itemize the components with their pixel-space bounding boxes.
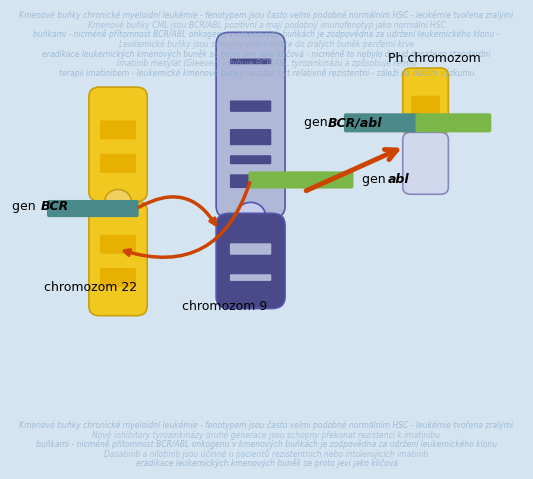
FancyBboxPatch shape: [89, 201, 147, 316]
Circle shape: [236, 202, 265, 229]
FancyBboxPatch shape: [248, 171, 353, 189]
Text: terapií imatinibem - leukemické kmenové buňky se zdají být relativně rezistentní: terapií imatinibem - leukemické kmenové …: [59, 68, 474, 78]
FancyBboxPatch shape: [100, 235, 136, 254]
Text: abl: abl: [387, 173, 409, 186]
Circle shape: [105, 190, 131, 213]
Text: BCR: BCR: [41, 200, 69, 213]
FancyBboxPatch shape: [216, 33, 285, 218]
FancyBboxPatch shape: [100, 268, 136, 287]
FancyBboxPatch shape: [47, 200, 139, 217]
FancyBboxPatch shape: [100, 120, 136, 139]
Text: chromozom 9: chromozom 9: [182, 300, 267, 313]
Text: gen: gen: [304, 116, 331, 129]
FancyBboxPatch shape: [230, 155, 271, 164]
Text: Ph chromozom: Ph chromozom: [389, 52, 481, 65]
Text: gen: gen: [362, 173, 390, 186]
FancyBboxPatch shape: [230, 58, 271, 64]
Text: Nové inhibitory tyrozinkinázy druhé generace jsou schopny překonat rezistenci k : Nové inhibitory tyrozinkinázy druhé gene…: [92, 430, 441, 440]
Text: gen: gen: [12, 200, 39, 213]
Text: buňkami - nicméně přítomnost BCR/ABL onkogenu v kmenových buňkách je zodpovědna : buňkami - nicméně přítomnost BCR/ABL onk…: [36, 440, 497, 449]
FancyBboxPatch shape: [230, 260, 271, 269]
FancyBboxPatch shape: [230, 174, 271, 188]
Text: buňkami - nicméně přítomnost BCR/ABL onkogenu v kmenových buňkách je zodpovědna : buňkami - nicméně přítomnost BCR/ABL onk…: [34, 30, 499, 39]
Text: Kmenové buňky CML jsou BCR/ABL pozitivní a mají podobný imunofenotyp jako normál: Kmenové buňky CML jsou BCR/ABL pozitivní…: [87, 21, 446, 30]
FancyBboxPatch shape: [230, 274, 271, 281]
Text: Kmenové buňky chronické myeloidní leukémie - fenotypem jsou často velmi podobné : Kmenové buňky chronické myeloidní leukém…: [19, 11, 514, 21]
Text: Leukemické buňky jsou schopny diferenciace do zralých buněk periferní krve: Leukemické buňky jsou schopny diferencia…: [119, 39, 414, 49]
FancyBboxPatch shape: [403, 132, 448, 194]
FancyBboxPatch shape: [230, 69, 271, 79]
FancyBboxPatch shape: [411, 96, 440, 116]
Text: Imatinib mesylát (Gleevec) inhibuje BCR/ABL tyrozinkinázu a způsobuje remisi: Imatinib mesylát (Gleevec) inhibuje BCR/…: [117, 58, 416, 68]
FancyBboxPatch shape: [403, 68, 448, 135]
FancyBboxPatch shape: [230, 101, 271, 112]
Text: chromozom 22: chromozom 22: [44, 281, 137, 294]
Circle shape: [415, 125, 436, 144]
FancyBboxPatch shape: [230, 243, 271, 255]
Text: BCR/abl: BCR/abl: [327, 116, 382, 129]
FancyBboxPatch shape: [89, 87, 147, 201]
FancyBboxPatch shape: [100, 154, 136, 173]
Text: Kmenové buňky chronické myeloidní leukémie - fenotypem jsou často velmi podobné : Kmenové buňky chronické myeloidní leukém…: [19, 421, 514, 430]
FancyBboxPatch shape: [344, 114, 419, 132]
Text: eradikace leukemických kmenových buněk se proto jeví jako klíčová: eradikace leukemických kmenových buněk s…: [135, 458, 398, 468]
FancyBboxPatch shape: [216, 213, 285, 308]
FancyBboxPatch shape: [230, 129, 271, 145]
FancyBboxPatch shape: [416, 114, 491, 132]
Text: eradikace leukemických kmenových buněk se proto jeví jako klíčová - nicméně to n: eradikace leukemických kmenových buněk s…: [43, 49, 490, 58]
Text: Dasatinib a nilotinib jsou účinné u pacientů rezistentních nebo intolerujících i: Dasatinib a nilotinib jsou účinné u paci…: [104, 449, 429, 459]
